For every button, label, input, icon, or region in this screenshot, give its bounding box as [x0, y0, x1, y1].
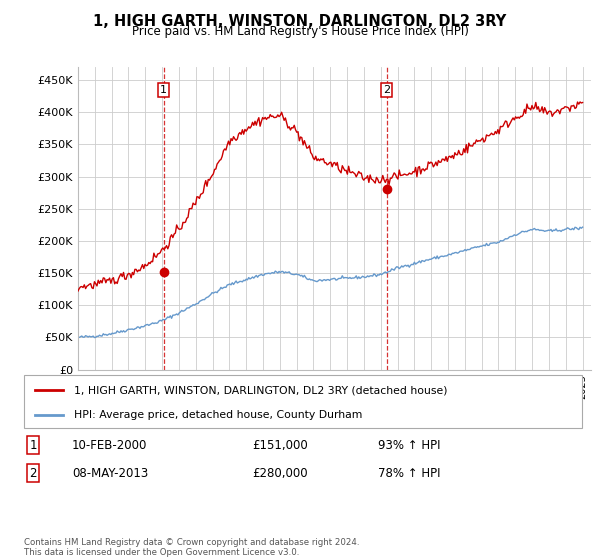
- Text: Contains HM Land Registry data © Crown copyright and database right 2024.
This d: Contains HM Land Registry data © Crown c…: [24, 538, 359, 557]
- Text: 1, HIGH GARTH, WINSTON, DARLINGTON, DL2 3RY (detached house): 1, HIGH GARTH, WINSTON, DARLINGTON, DL2 …: [74, 385, 448, 395]
- Text: 1: 1: [160, 85, 167, 95]
- Text: £151,000: £151,000: [252, 438, 308, 452]
- Text: 2: 2: [383, 85, 391, 95]
- Text: 78% ↑ HPI: 78% ↑ HPI: [378, 466, 440, 480]
- Text: 2: 2: [29, 466, 37, 480]
- Text: 93% ↑ HPI: 93% ↑ HPI: [378, 438, 440, 452]
- FancyBboxPatch shape: [24, 375, 582, 428]
- Text: 1, HIGH GARTH, WINSTON, DARLINGTON, DL2 3RY: 1, HIGH GARTH, WINSTON, DARLINGTON, DL2 …: [94, 14, 506, 29]
- Text: Price paid vs. HM Land Registry's House Price Index (HPI): Price paid vs. HM Land Registry's House …: [131, 25, 469, 38]
- Text: 1: 1: [29, 438, 37, 452]
- Text: £280,000: £280,000: [252, 466, 308, 480]
- Text: 08-MAY-2013: 08-MAY-2013: [72, 466, 148, 480]
- Text: 10-FEB-2000: 10-FEB-2000: [72, 438, 148, 452]
- Text: HPI: Average price, detached house, County Durham: HPI: Average price, detached house, Coun…: [74, 410, 362, 420]
